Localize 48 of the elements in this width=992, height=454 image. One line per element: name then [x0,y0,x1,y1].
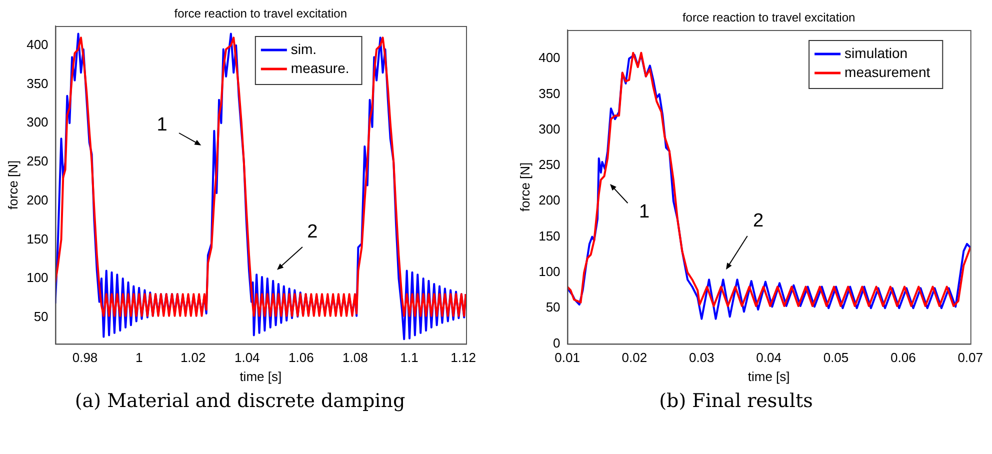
y-tick-label: 250 [538,157,560,172]
x-tick-label: 0.04 [756,350,782,366]
y-tick-label: 50 [34,308,48,324]
y-tick-label: 100 [26,270,48,286]
x-tick-label: 0.06 [890,350,916,366]
chart-title: force reaction to travel excitation [682,10,856,24]
x-tick-label: 0.02 [622,350,648,366]
legend-label: measurement [844,64,930,80]
text: (a) Material and discrete damping [74,390,406,412]
y-tick-label: 400 [26,37,48,52]
x-tick-label: 0.03 [688,350,714,366]
y-tick-label: 200 [26,192,48,208]
x-tick-label: 0.98 [72,350,98,366]
y-tick-label: 300 [26,114,48,130]
x-tick-label: 0.07 [958,350,984,366]
x-tick-label: 1.02 [180,350,206,366]
y-tick-label: 350 [538,86,560,101]
y-tick-label: 300 [538,121,560,136]
legend-label: simulation [844,44,908,61]
x-tick-label: 1.04 [234,350,260,366]
annotation: 2 [307,221,318,242]
x-axis-title: time [s] [240,368,282,384]
y-axis-title: force [N] [517,162,532,212]
y-tick-label: 350 [26,76,48,91]
x-tick-label: 1.06 [288,350,314,366]
legend-label: sim. [290,40,317,57]
text: (b) Final results [658,390,814,412]
x-tick-label: 1 [135,350,143,366]
x-tick-label: 0.01 [554,350,580,366]
y-tick-label: 200 [538,192,560,208]
x-tick-label: 1.1 [400,350,418,366]
y-axis-title: force [N] [5,160,20,210]
annotation: 1 [156,114,168,136]
x-axis-title: time [s] [748,368,790,384]
y-tick-label: 150 [538,228,560,244]
x-tick-label: 1.08 [342,350,368,366]
chart-title: force reaction to travel excitation [174,6,348,20]
x-tick-label: 0.05 [823,350,849,366]
y-tick-label: 100 [538,264,560,280]
legend-label: measure. [290,60,350,76]
x-tick-label: 1.12 [450,350,476,366]
y-tick-label: 250 [26,154,48,169]
y-tick-label: 400 [538,50,560,66]
y-tick-label: 50 [546,300,560,315]
y-tick-label: 0 [553,335,560,350]
annotation: 1 [638,201,650,222]
y-tick-label: 150 [26,231,48,246]
annotation: 2 [753,210,764,232]
